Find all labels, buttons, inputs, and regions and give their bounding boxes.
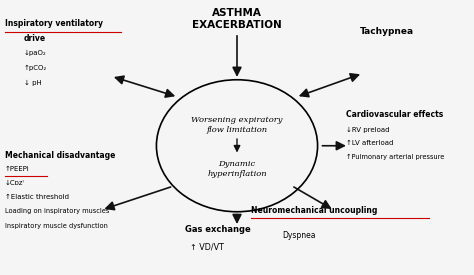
Text: ↑Pulmonary arterial pressure: ↑Pulmonary arterial pressure [346, 154, 445, 160]
Text: ↑ VD/VT: ↑ VD/VT [190, 242, 223, 251]
Text: Dynamic
hyperinflation: Dynamic hyperinflation [207, 160, 267, 178]
Text: Mechanical disadvantage: Mechanical disadvantage [5, 151, 115, 160]
Text: Tachypnea: Tachypnea [360, 28, 414, 37]
Text: Inspiratory muscle dysfunction: Inspiratory muscle dysfunction [5, 223, 108, 229]
Text: Worsening expiratory
flow limitation: Worsening expiratory flow limitation [191, 116, 283, 134]
Text: drive: drive [24, 34, 46, 43]
Text: Cardiovascular effects: Cardiovascular effects [346, 110, 443, 119]
Text: Loading on inspiratory muscles: Loading on inspiratory muscles [5, 208, 109, 214]
Text: ASTHMA
EXACERBATION: ASTHMA EXACERBATION [192, 8, 282, 30]
Text: Gas exchange: Gas exchange [185, 226, 251, 235]
Text: Dyspnea: Dyspnea [282, 231, 316, 240]
Text: ↑PEEPi: ↑PEEPi [5, 166, 29, 172]
Text: ↓ pH: ↓ pH [24, 80, 41, 86]
Text: ↑Elastic threshold: ↑Elastic threshold [5, 194, 69, 200]
Text: Inspiratory ventilatory: Inspiratory ventilatory [5, 19, 103, 28]
Text: Neuromechanical uncoupling: Neuromechanical uncoupling [251, 206, 378, 215]
Text: ↓RV preload: ↓RV preload [346, 126, 390, 133]
Text: ↓paO₂: ↓paO₂ [24, 50, 46, 56]
Text: ↓Cᴅᴢᵎ: ↓Cᴅᴢᵎ [5, 180, 25, 186]
Text: ↑pCO₂: ↑pCO₂ [24, 65, 47, 71]
Text: ↑LV afterload: ↑LV afterload [346, 140, 393, 146]
